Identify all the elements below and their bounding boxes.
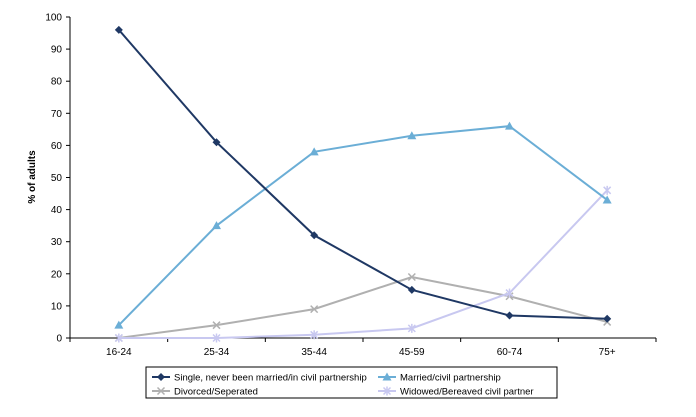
data-point — [603, 185, 612, 195]
data-point — [407, 272, 416, 282]
y-tick-label: 40 — [51, 205, 63, 216]
legend-marker — [157, 373, 165, 381]
data-point — [212, 221, 221, 230]
series-4 — [114, 185, 612, 343]
legend-item: Single, never been married/in civil part… — [152, 373, 367, 384]
series-line — [118, 125, 608, 326]
series-2 — [114, 121, 612, 329]
y-tick-label: 60 — [51, 141, 63, 152]
legend-label: Married/civil partnership — [400, 373, 501, 384]
y-tick-label: 100 — [45, 13, 62, 24]
legend-label: Divorced/Seperated — [174, 387, 258, 398]
data-point — [212, 333, 221, 343]
data-point — [310, 305, 319, 314]
data-point — [309, 147, 319, 156]
data-point — [310, 231, 319, 240]
y-axis-title: % of adults — [27, 150, 38, 204]
legend: Single, never been married/in civil part… — [145, 366, 558, 399]
y-tick-label: 80 — [51, 77, 63, 88]
series-line — [118, 275, 608, 339]
x-tick-label: 45-59 — [399, 347, 425, 358]
data-point — [212, 321, 221, 330]
x-tick-label: 60-74 — [497, 347, 523, 358]
axes: 0 10 20 30 40 50 60 70 80 90 100 16-24 25-34 35-44 45-… — [45, 13, 657, 358]
y-tick-label: 30 — [51, 237, 63, 248]
legend-label: Widowed/Bereaved civil partner — [400, 387, 534, 398]
x-tick-label: 25-34 — [204, 347, 230, 358]
data-point — [505, 311, 514, 320]
y-tick-label: 10 — [51, 301, 63, 312]
data-point — [114, 333, 123, 343]
legend-box — [145, 366, 558, 399]
y-tick-label: 0 — [56, 334, 62, 345]
data-point — [310, 330, 319, 340]
x-tick-label: 35-44 — [301, 347, 327, 358]
y-tick-label: 50 — [51, 173, 63, 184]
data-point — [407, 323, 416, 333]
legend-item: Divorced/Seperated — [152, 387, 258, 398]
y-tick-label: 90 — [51, 45, 63, 56]
data-point — [603, 314, 612, 323]
x-tick-label: 75+ — [599, 347, 616, 358]
legend-label: Single, never been married/in civil part… — [174, 373, 367, 384]
series-1 — [114, 25, 612, 323]
data-point — [602, 195, 612, 204]
data-point — [114, 25, 123, 34]
legend-marker — [156, 386, 166, 396]
series-layer — [114, 25, 612, 343]
data-point — [114, 320, 124, 329]
x-tick-label: 16-24 — [106, 347, 132, 358]
data-point — [505, 121, 514, 130]
legend-item: Widowed/Bereaved civil partner — [378, 386, 534, 398]
legend-item: Married/civil partnership — [378, 372, 501, 384]
y-tick-label: 20 — [51, 269, 63, 280]
legend-marker — [382, 372, 392, 381]
series-line — [118, 189, 608, 339]
data-point — [407, 285, 416, 294]
series-line — [118, 29, 608, 320]
series-3 — [114, 272, 612, 343]
data-point — [505, 288, 514, 298]
data-point — [407, 131, 417, 140]
legend-marker — [382, 386, 392, 396]
data-point — [212, 138, 221, 147]
y-tick-label: 70 — [51, 109, 63, 120]
